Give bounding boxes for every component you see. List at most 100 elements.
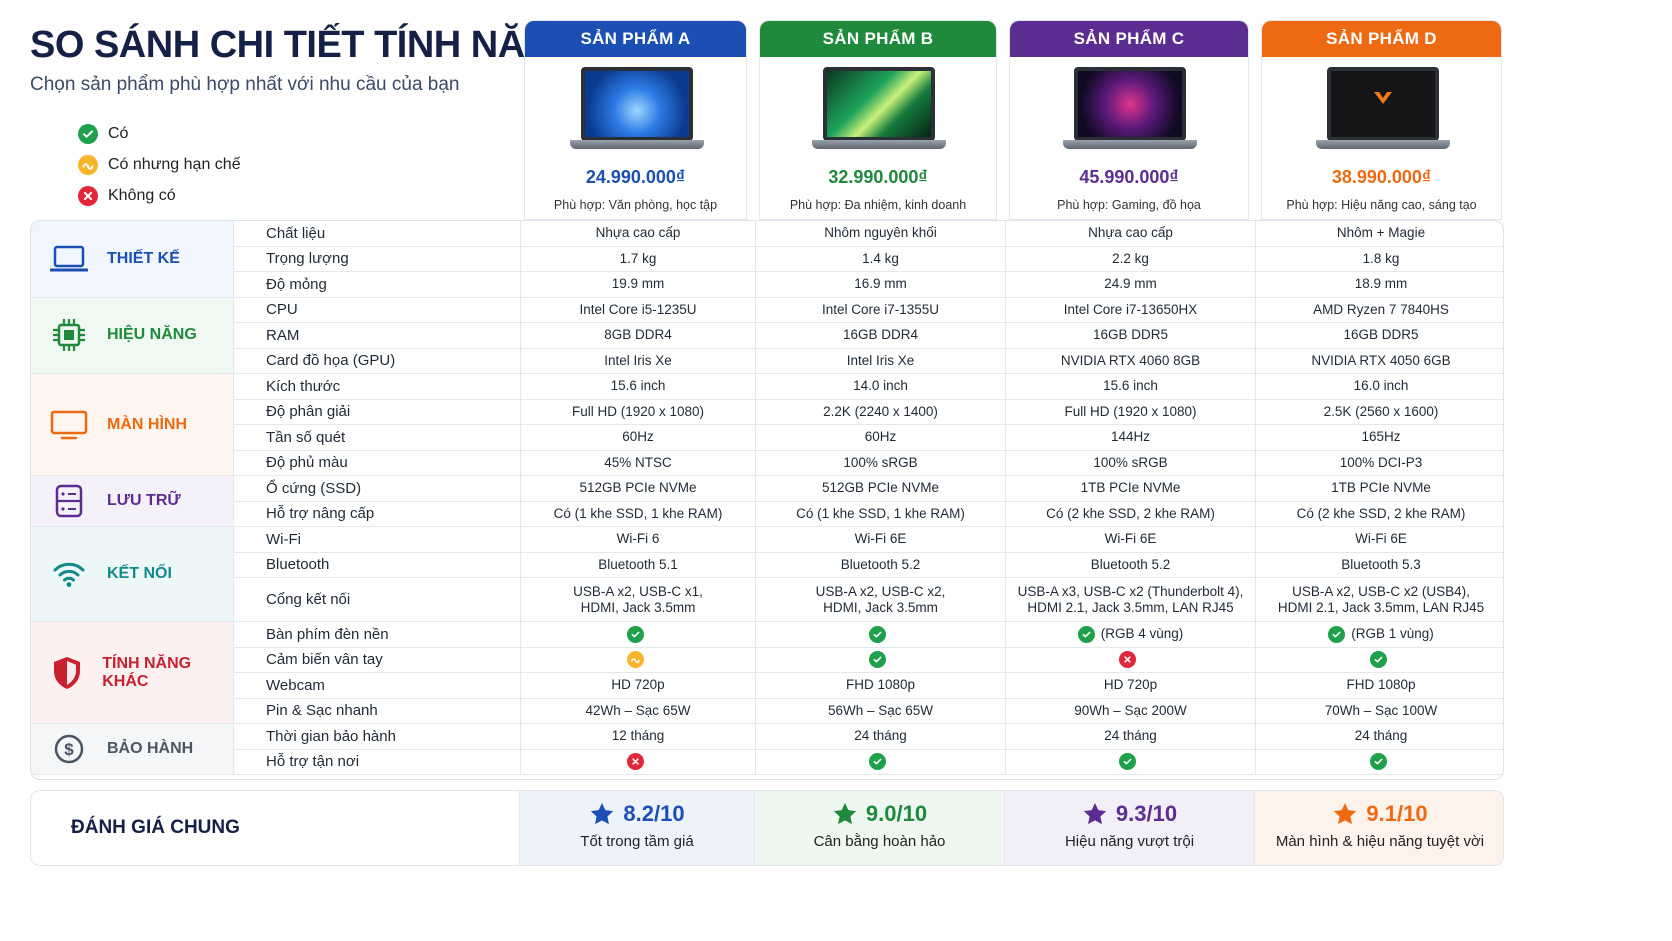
table-row: Trọng lượng 1.7 kg 1.4 kg 2.2 kg 1.8 kg (233, 246, 1503, 272)
table-cell: (RGB 1 vùng) (1255, 622, 1503, 647)
table-cell: Có (2 khe SSD, 2 khe RAM) (1255, 501, 1503, 526)
table-cell: 1.4 kg (755, 246, 1005, 271)
rating-cell: 9.0/10 Cân bằng hoàn hảo (754, 791, 1004, 865)
table-row: Webcam HD 720p FHD 1080p HD 720p FHD 1080p (233, 673, 1503, 699)
comparison-table: THIẾT KẾ Chất liệu Nhựa cao cấp Nhôm nguyên… (30, 220, 1504, 780)
table-cell: 100% sRGB (1005, 450, 1255, 475)
table-cell: Intel Core i5-1235U (520, 297, 755, 322)
table-cell: 56Wh – Sạc 65W (755, 698, 1005, 723)
legend: Có Có nhưng hạn chế Không có (78, 118, 241, 211)
group-label: HIỆU NĂNG (107, 326, 197, 344)
check-icon (1119, 753, 1136, 771)
table-cell: HD 720p (520, 673, 755, 698)
table-cell: 70Wh – Sạc 100W (1255, 698, 1503, 723)
table-cell: Full HD (1920 x 1080) (520, 399, 755, 424)
row-label: Độ phủ màu (266, 454, 348, 472)
group-label: MÀN HÌNH (107, 415, 187, 433)
check-icon (869, 651, 886, 669)
table-cell: USB-A x2, USB-C x1, HDMI, Jack 3.5mm (520, 578, 755, 621)
table-cell: 24.9 mm (1005, 272, 1255, 297)
table-cell: 2.2 kg (1005, 246, 1255, 271)
row-label: Webcam (266, 676, 325, 694)
row-label: Cổng kết nối (266, 591, 351, 608)
laptop-image (1262, 57, 1501, 157)
group-label: THIẾT KẾ (107, 249, 180, 267)
product-name: SẢN PHẨM C (1010, 21, 1248, 57)
table-row: Bàn phím đèn nền (RGB 4 vùng) (RGB 1 vùn… (233, 622, 1503, 648)
table-cell: USB-A x2, USB-C x2 (USB4), HDMI 2.1, Jac… (1255, 578, 1503, 621)
table-cell: 512GB PCIe NVMe (755, 476, 1005, 501)
table-cell: Intel Iris Xe (520, 348, 755, 373)
dollar-coin-icon: $ (31, 733, 107, 765)
table-cell: 2.5K (2560 x 1600) (1255, 399, 1503, 424)
table-row: Thời gian bảo hành 12 tháng 24 tháng 24 thá… (233, 724, 1503, 750)
product-price: 24.990.000₫ (585, 167, 686, 187)
star-icon (591, 802, 614, 825)
check-icon (1369, 651, 1387, 669)
table-cell: 16GB DDR5 (1005, 323, 1255, 348)
table-cell: FHD 1080p (1255, 673, 1503, 698)
table-cell: Bluetooth 5.2 (755, 552, 1005, 577)
table-cell (755, 647, 1005, 672)
group-1: HIỆU NĂNG (31, 297, 233, 374)
table-cell: 45% NTSC (520, 450, 755, 475)
table-cell: Intel Core i7-1355U (755, 297, 1005, 322)
table-cell: 90Wh – Sạc 200W (1005, 698, 1255, 723)
table-row: Ổ cứng (SSD) 512GB PCIe NVMe 512GB PCIe NV… (233, 476, 1503, 502)
table-cell: 15.6 inch (1005, 374, 1255, 399)
table-cell: FHD 1080p (755, 673, 1005, 698)
product-suitability: Phù hợp: Gaming, đồ họa (1057, 198, 1201, 212)
table-row: Tần số quét 60Hz 60Hz 144Hz 165Hz (233, 425, 1503, 451)
table-cell: 2.2K (2240 x 1400) (755, 399, 1005, 424)
rating-score: 9.0/10 (865, 801, 928, 826)
table-cell: 1.7 kg (520, 246, 755, 271)
table-cell: 60Hz (755, 425, 1005, 450)
table-cell: Có (1 khe SSD, 1 khe RAM) (520, 501, 755, 526)
table-cell: HD 720p (1005, 673, 1255, 698)
table-row: Pin & Sạc nhanh 42Wh – Sạc 65W 56Wh – Sạc … (233, 698, 1503, 724)
product-name: SẢN PHẨM B (760, 21, 996, 57)
row-label: Bluetooth (266, 556, 330, 574)
rating-cell: 8.2/10 Tốt trong tầm giá (519, 791, 754, 865)
wifi-icon (31, 560, 107, 588)
laptop-icon (31, 244, 107, 274)
row-label: Hỗ trợ nâng cấp (266, 505, 375, 523)
row-label: Kích thước (266, 377, 341, 395)
table-row: Độ phân giải Full HD (1920 x 1080) 2.2K (2… (233, 399, 1503, 425)
table-cell: 144Hz (1005, 425, 1255, 450)
monitor-icon (31, 410, 107, 440)
table-cell (520, 749, 755, 774)
check-icon (869, 753, 886, 771)
page-title: SO SÁNH CHI TIẾT TÍNH NĂNG (30, 24, 581, 66)
table-cell (1255, 749, 1503, 774)
table-cell: Full HD (1920 x 1080) (1005, 399, 1255, 424)
table-cell: Có (1 khe SSD, 1 khe RAM) (755, 501, 1005, 526)
table-row: Card đồ họa (GPU) Intel Iris Xe Intel Iris… (233, 348, 1503, 374)
table-cell: 42Wh – Sạc 65W (520, 698, 755, 723)
table-cell: Có (2 khe SSD, 2 khe RAM) (1005, 501, 1255, 526)
laptop-image (1010, 57, 1248, 157)
table-cell: Bluetooth 5.3 (1255, 552, 1503, 577)
product-card: SẢN PHẨM D 38.990.000₫ Phù hợp: Hiệu năn… (1261, 20, 1502, 220)
check-icon (1328, 625, 1346, 643)
group-3: LƯU TRỮ (31, 476, 233, 527)
table-row: Hỗ trợ tận nơi (233, 749, 1503, 775)
table-cell: Nhựa cao cấp (520, 221, 755, 246)
check-icon (626, 625, 644, 643)
rating-note: Màn hình & hiệu năng tuyệt vời (1275, 833, 1485, 850)
group-label: LƯU TRỮ (107, 492, 181, 509)
group-label: KẾT NỐI (107, 565, 172, 582)
rating-note: Tốt trong tầm giá (580, 833, 694, 850)
row-label: Trọng lượng (266, 250, 349, 268)
table-cell: 100% sRGB (755, 450, 1005, 475)
cross-icon (1119, 651, 1136, 669)
check-icon (869, 625, 886, 643)
table-cell: (RGB 4 vùng) (1005, 622, 1255, 647)
cross-icon (78, 185, 98, 206)
product-name: SẢN PHẨM D (1262, 21, 1501, 57)
row-label: RAM (266, 326, 300, 344)
table-cell: 1.8 kg (1255, 246, 1503, 271)
rating-cell: 9.3/10 Hiệu năng vượt trội (1004, 791, 1254, 865)
table-row: Wi-Fi Wi-Fi 6 Wi-Fi 6E Wi-Fi 6E Wi-Fi 6E (233, 527, 1503, 553)
table-cell: Wi-Fi 6E (755, 527, 1005, 552)
